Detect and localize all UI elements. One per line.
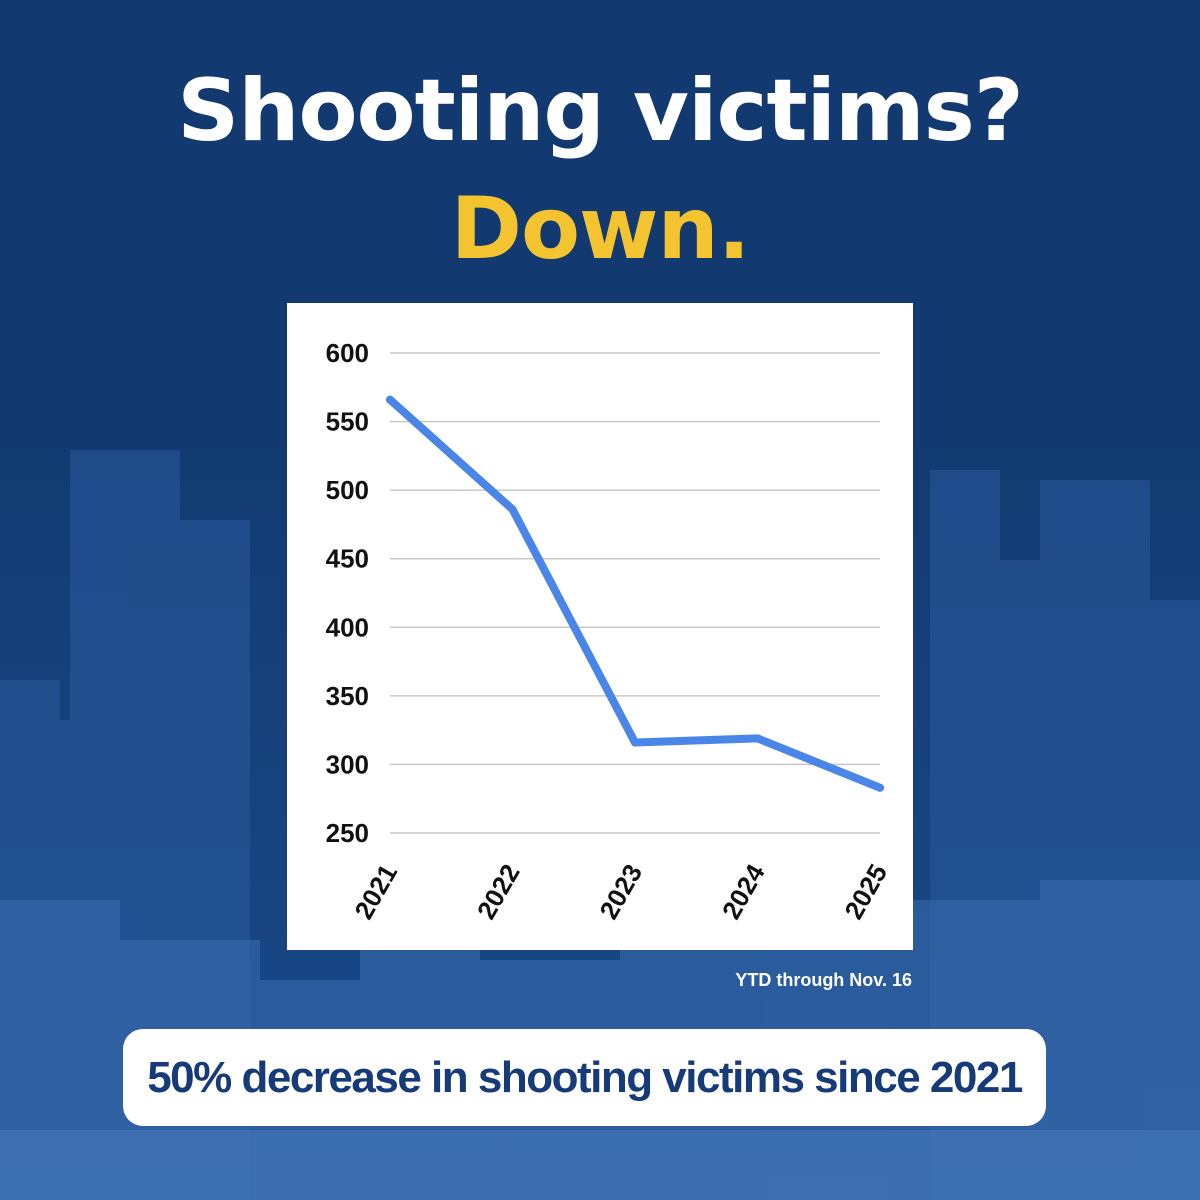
summary-banner-text: 50% decrease in shooting victims since 2…: [147, 1052, 1023, 1102]
data-point: [631, 738, 639, 747]
x-tick-label: 2021: [348, 859, 403, 924]
y-tick-label: 550: [326, 407, 369, 437]
y-tick-label: 450: [326, 544, 369, 574]
y-tick-label: 350: [326, 681, 369, 711]
summary-banner: 50% decrease in shooting victims since 2…: [123, 1029, 1046, 1126]
y-tick-label: 500: [326, 475, 369, 505]
y-tick-label: 400: [326, 612, 369, 642]
y-tick-label: 600: [326, 338, 369, 368]
data-point: [753, 734, 762, 743]
footnote: YTD through Nov. 16: [735, 970, 912, 990]
x-tick-label: 2025: [838, 859, 893, 924]
line-chart-svg: 600 550 500 450 400 350 300 250 2021 2022 2023 2024…: [326, 338, 894, 925]
headline-answer: Down.: [450, 179, 751, 279]
y-tick-label: 300: [326, 749, 369, 779]
x-tick-label: 2024: [716, 859, 771, 925]
series-line: [386, 395, 884, 792]
x-tick-label: 2023: [593, 859, 648, 924]
data-point: [508, 505, 517, 514]
y-tick-label: 250: [326, 818, 369, 848]
data-point: [876, 783, 884, 792]
data-point: [386, 395, 394, 404]
x-tick-label: 2022: [471, 859, 526, 924]
line-chart: 600 550 500 450 400 350 300 250 2021 2022 2023 2024…: [287, 303, 913, 950]
headline: Shooting victims? Down.: [0, 52, 1200, 288]
headline-question: Shooting victims?: [177, 61, 1023, 161]
